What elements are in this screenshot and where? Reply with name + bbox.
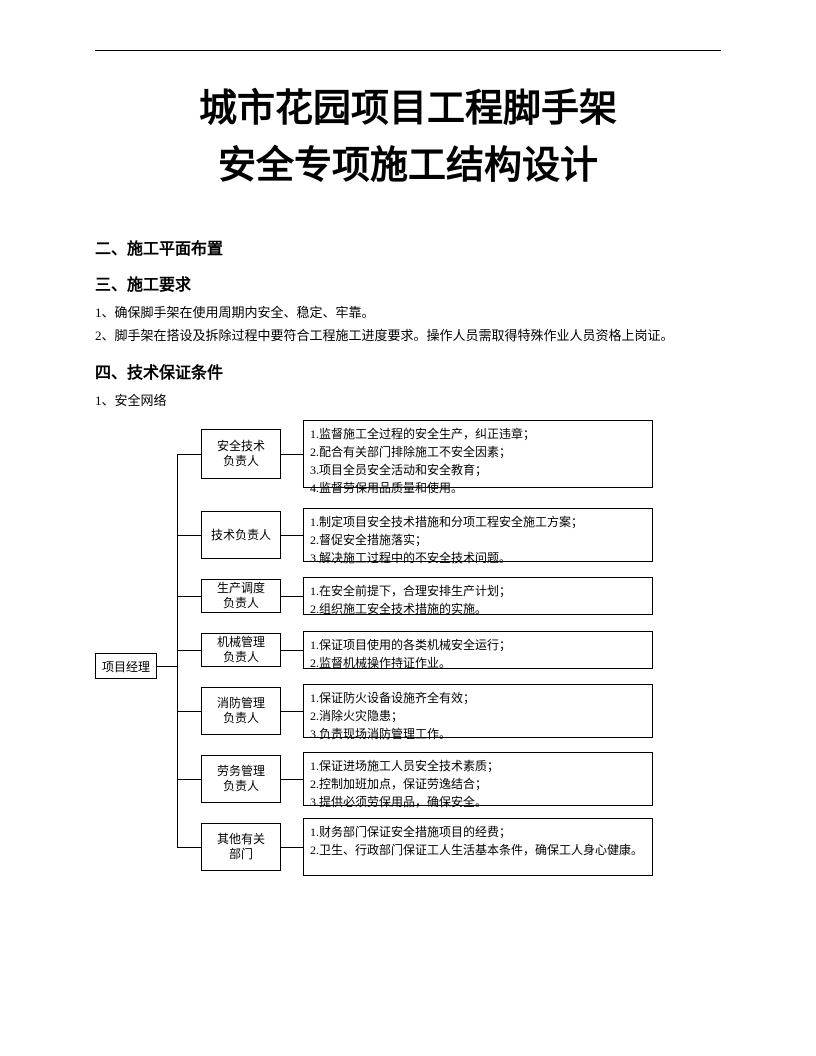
top-rule (95, 50, 721, 51)
duty-line: 2.消除火灾隐患； (310, 707, 646, 725)
duty-line: 1.财务部门保证安全措施项目的经费； (310, 823, 646, 841)
duty-line: 1.监督施工全过程的安全生产，纠正违章； (310, 425, 646, 443)
title-line-1: 城市花园项目工程脚手架 (199, 88, 617, 130)
chart-connector (177, 650, 201, 651)
duty-line: 2.督促安全措施落实； (310, 531, 646, 549)
chart-connector (177, 711, 201, 712)
sec4-item-1: 1、安全网络 (95, 391, 721, 412)
chart-connector (177, 779, 201, 780)
duty-box: 1.保证项目使用的各类机械安全运行；2.监督机械操作持证作业。 (303, 631, 653, 669)
duty-line: 1.制定项目安全技术措施和分项工程安全施工方案； (310, 513, 646, 531)
duty-line: 2.配合有关部门排除施工不安全因素； (310, 443, 646, 461)
section-2-heading: 二、施工平面布置 (95, 235, 721, 259)
chart-connector (281, 711, 303, 712)
chart-connector (281, 779, 303, 780)
chart-connector (177, 535, 201, 536)
chart-connector (177, 847, 201, 848)
duty-box: 1.保证进场施工人员安全技术素质；2.控制加班加点，保证劳逸结合；3.提供必须劳… (303, 752, 653, 806)
role-box: 其他有关部门 (201, 823, 281, 871)
role-box: 安全技术负责人 (201, 429, 281, 479)
role-box: 生产调度负责人 (201, 579, 281, 613)
section-3-heading: 三、施工要求 (95, 271, 721, 295)
duty-box: 1.保证防火设备设施齐全有效；2.消除火灾隐患；3.负责现场消防管理工作。 (303, 684, 653, 738)
duty-line: 1.在安全前提下，合理安排生产计划； (310, 582, 646, 600)
duty-line: 3.项目全员安全活动和安全教育； (310, 461, 646, 479)
org-chart: 项目经理 安全技术负责人 1.监督施工全过程的安全生产，纠正违章；2.配合有关部门排… (95, 421, 721, 937)
main-title: 城市花园项目工程脚手架 安全专项施工结构设计 (95, 81, 721, 195)
chart-connector (177, 454, 201, 455)
duty-line: 3.负责现场消防管理工作。 (310, 725, 646, 743)
duty-box: 1.制定项目安全技术措施和分项工程安全施工方案；2.督促安全措施落实；3.解决施… (303, 508, 653, 562)
chart-connector (281, 454, 303, 455)
sec3-item-2: 2、脚手架在搭设及拆除过程中要符合工程施工进度要求。操作人员需取得特殊作业人员资… (95, 326, 721, 347)
sec3-item-1: 1、确保脚手架在使用周期内安全、稳定、牢靠。 (95, 303, 721, 324)
chart-connector (177, 596, 201, 597)
role-box: 消防管理负责人 (201, 687, 281, 735)
chart-pm-connector (157, 666, 177, 667)
duty-line: 1.保证进场施工人员安全技术素质； (310, 757, 646, 775)
duty-box: 1.财务部门保证安全措施项目的经费；2.卫生、行政部门保证工人生活基本条件，确保… (303, 818, 653, 876)
section-4-heading: 四、技术保证条件 (95, 359, 721, 383)
duty-line: 1.保证项目使用的各类机械安全运行； (310, 636, 646, 654)
duty-box: 1.监督施工全过程的安全生产，纠正违章；2.配合有关部门排除施工不安全因素；3.… (303, 420, 653, 488)
chart-connector (281, 847, 303, 848)
duty-line: 2.卫生、行政部门保证工人生活基本条件，确保工人身心健康。 (310, 841, 646, 859)
chart-connector (281, 650, 303, 651)
duty-line: 4.监督劳保用品质量和使用。 (310, 479, 646, 497)
duty-box: 1.在安全前提下，合理安排生产计划；2.组织施工安全技术措施的实施。 (303, 577, 653, 615)
role-box: 技术负责人 (201, 511, 281, 559)
chart-connector (281, 596, 303, 597)
role-box: 机械管理负责人 (201, 633, 281, 667)
duty-line: 1.保证防火设备设施齐全有效； (310, 689, 646, 707)
title-line-2: 安全专项施工结构设计 (218, 145, 598, 187)
duty-line: 2.组织施工安全技术措施的实施。 (310, 600, 646, 618)
duty-line: 3.提供必须劳保用品，确保安全。 (310, 793, 646, 811)
role-box: 劳务管理负责人 (201, 755, 281, 803)
duty-line: 2.控制加班加点，保证劳逸结合； (310, 775, 646, 793)
duty-line: 2.监督机械操作持证作业。 (310, 654, 646, 672)
pm-box: 项目经理 (95, 653, 157, 679)
chart-connector (281, 535, 303, 536)
duty-line: 3.解决施工过程中的不安全技术问题。 (310, 549, 646, 567)
